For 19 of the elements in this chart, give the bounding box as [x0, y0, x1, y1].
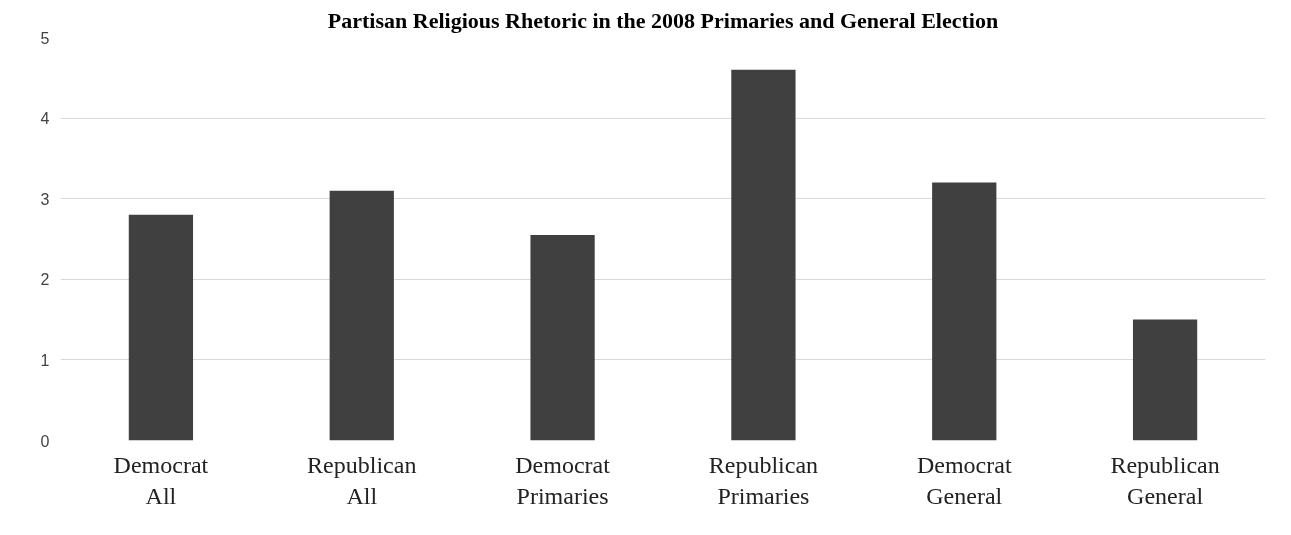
bar — [731, 69, 796, 441]
x-tick-label: Republican All — [307, 451, 417, 509]
x-tick-label: Democrat All — [113, 451, 209, 509]
bar — [932, 182, 997, 441]
bar — [530, 234, 595, 441]
x-tick-label: Democrat Primaries — [515, 451, 611, 509]
y-tick-label: 0 — [40, 432, 50, 450]
y-tick-label: 5 — [40, 29, 50, 47]
y-tick-label: 3 — [40, 190, 50, 208]
y-tick-label: 1 — [40, 351, 50, 369]
x-tick-label: Democrat General — [916, 451, 1012, 509]
y-tick-label: 2 — [40, 271, 50, 289]
y-tick-label: 4 — [40, 110, 50, 128]
x-tick-label: Republican General — [1110, 451, 1220, 509]
bar — [128, 214, 194, 441]
bar — [329, 190, 394, 441]
bar — [1132, 319, 1198, 441]
chart-title: Partisan Religious Rhetoric in the 2008 Primaries and General Election — [327, 7, 999, 33]
x-tick-label: Republican Primaries — [708, 451, 819, 509]
